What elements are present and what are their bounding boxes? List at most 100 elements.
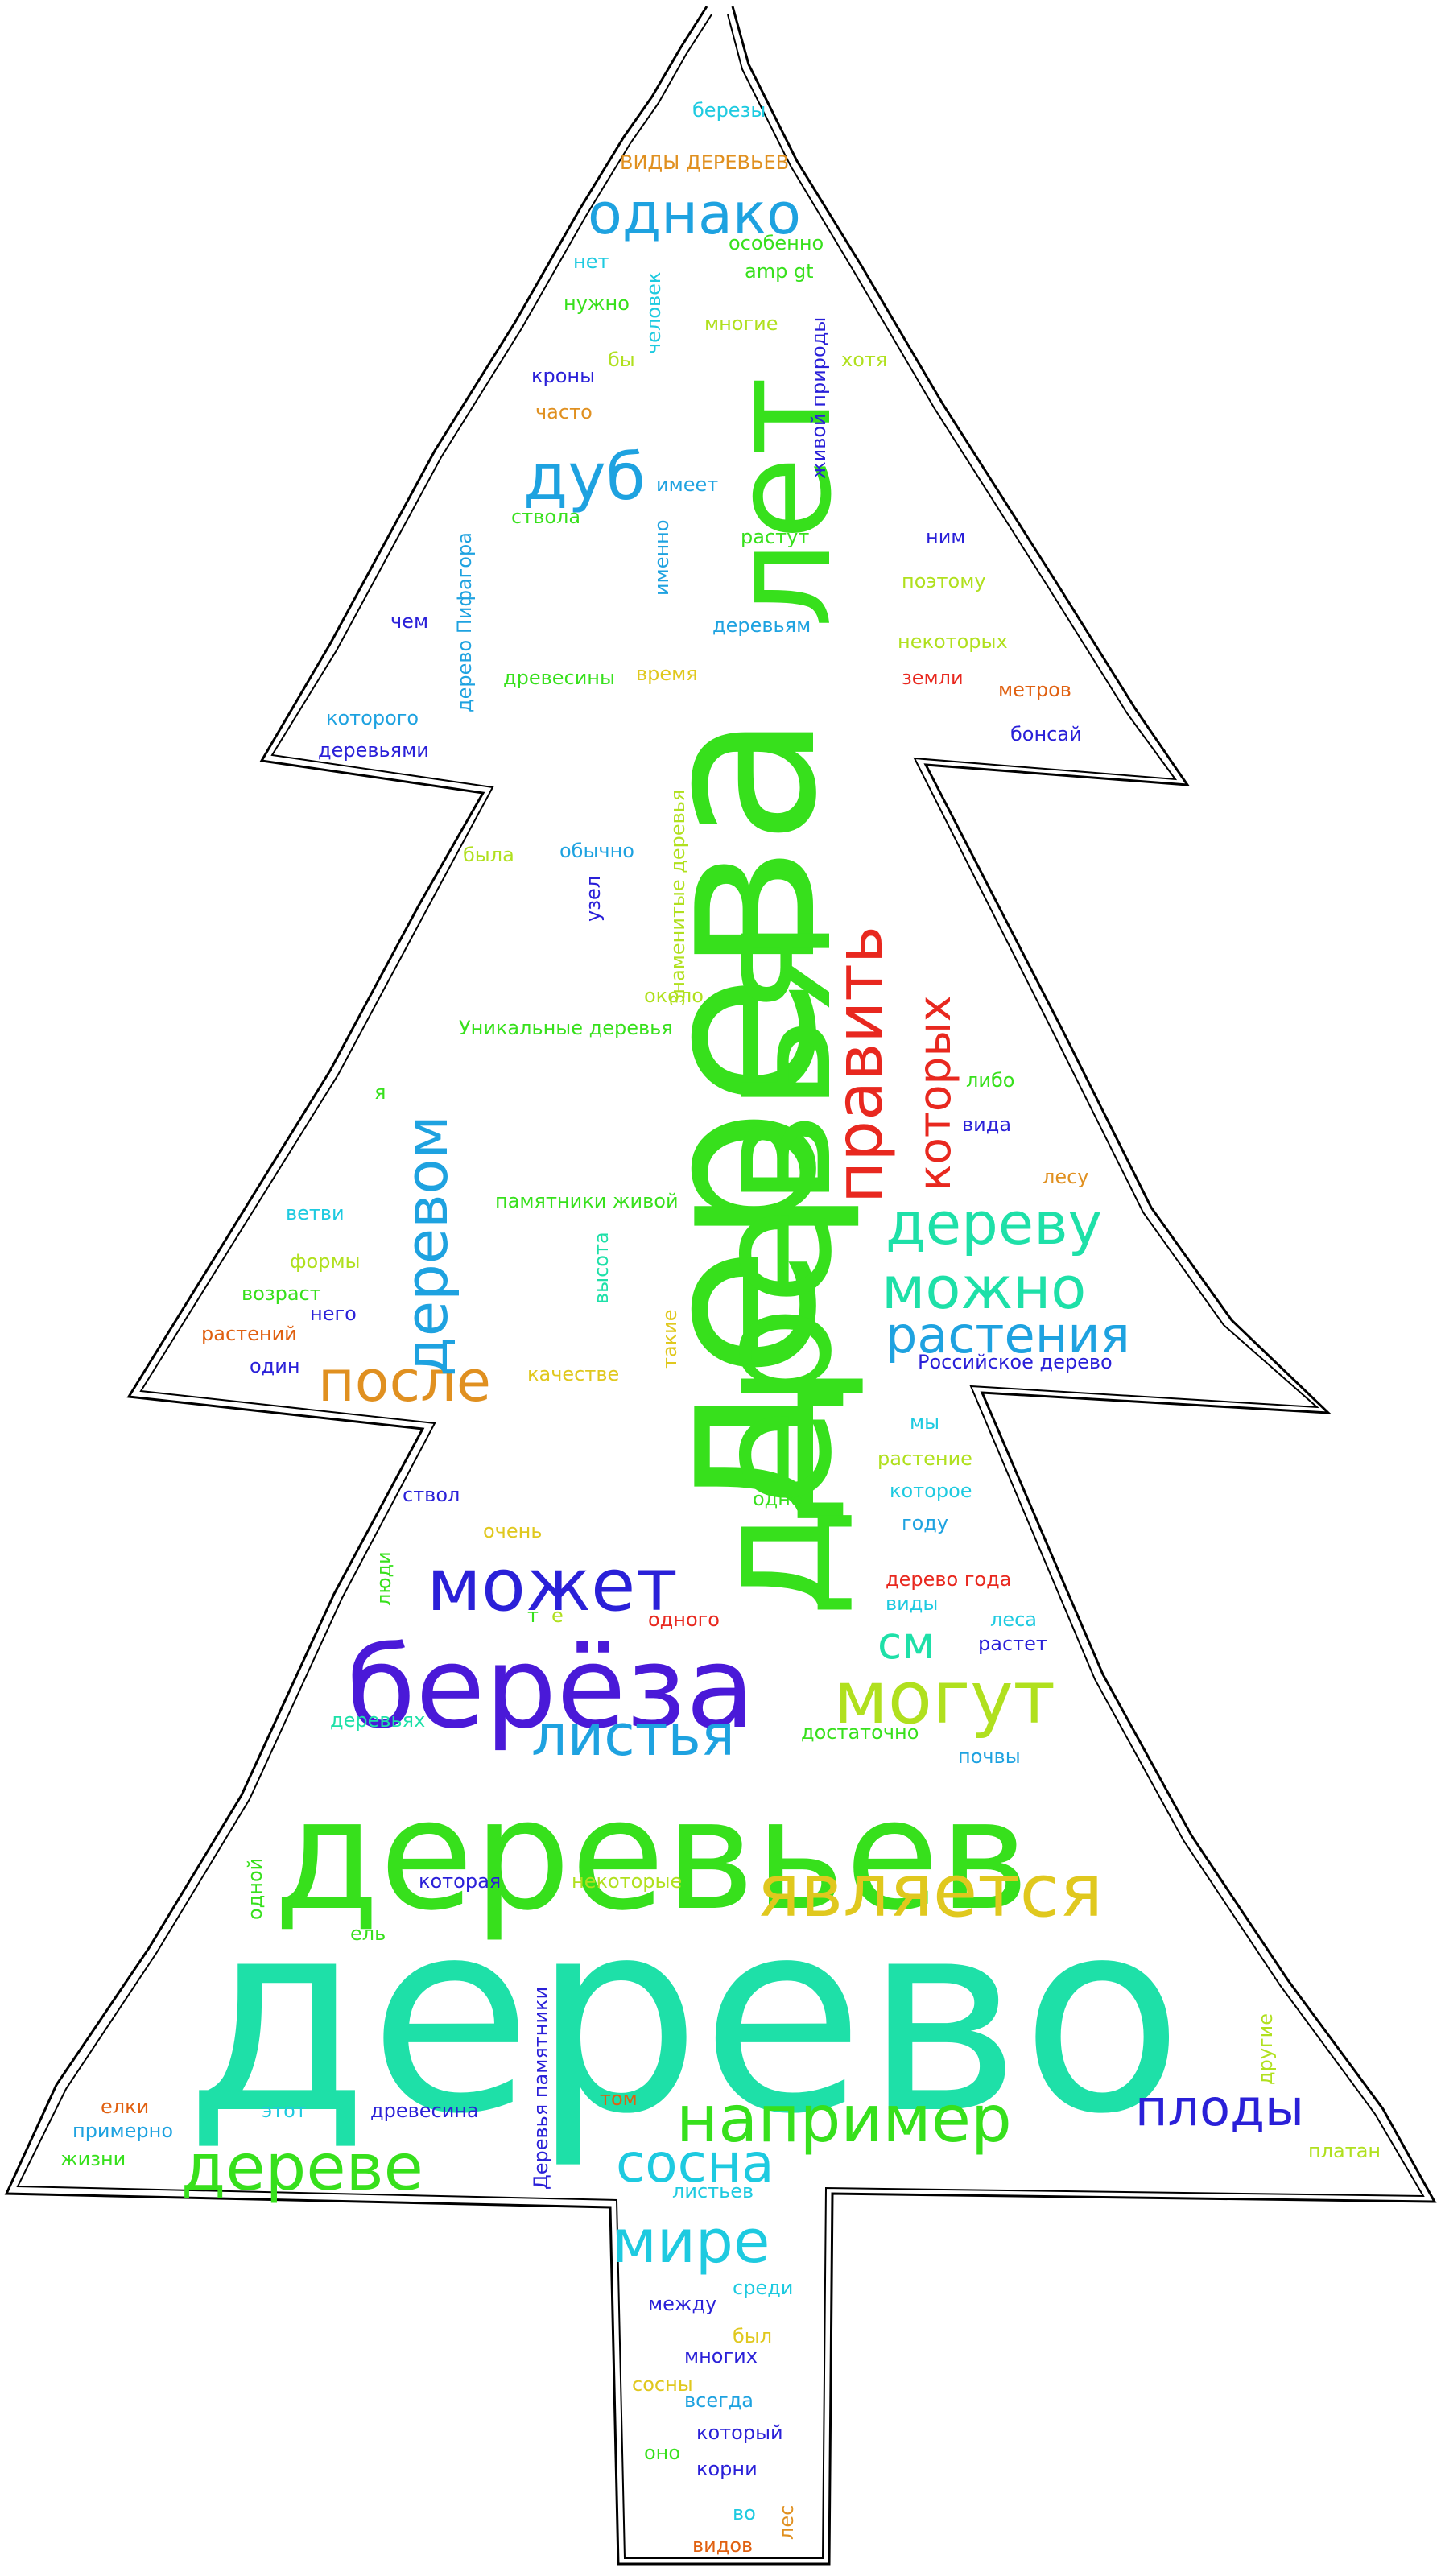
word-29: нет bbox=[573, 250, 609, 273]
word-98: другие bbox=[1254, 2013, 1277, 2085]
word-88: виды bbox=[886, 1592, 938, 1615]
word-28: amp gt bbox=[745, 260, 814, 283]
word-3: деревьев bbox=[274, 1766, 1030, 1944]
word-103: том bbox=[600, 2087, 638, 2110]
word-33: живой природы bbox=[807, 317, 830, 479]
tree-outline-inner bbox=[16, 14, 1425, 2559]
word-80: которое bbox=[890, 1480, 972, 1502]
word-104: платан bbox=[1308, 2140, 1381, 2162]
word-93: почвы bbox=[958, 1745, 1021, 1768]
word-22: мире bbox=[612, 2207, 770, 2277]
word-48: древесины bbox=[503, 667, 615, 689]
word-115: оно bbox=[644, 2442, 680, 2464]
word-92: достаточно bbox=[801, 1721, 919, 1744]
word-113: всегда bbox=[684, 2389, 754, 2412]
word-65: памятники живой bbox=[495, 1190, 679, 1212]
word-57: обычно bbox=[559, 840, 634, 862]
word-46: деревьям bbox=[712, 614, 811, 637]
word-44: чем bbox=[390, 610, 428, 633]
word-18: однако bbox=[588, 181, 801, 247]
word-16: править bbox=[822, 926, 897, 1203]
word-116: корни bbox=[696, 2458, 758, 2480]
word-6: может bbox=[427, 1543, 678, 1628]
word-54: деревьями bbox=[318, 739, 429, 762]
word-11: после bbox=[318, 1348, 491, 1414]
word-87: одного bbox=[648, 1608, 720, 1631]
word-89: растет bbox=[978, 1633, 1047, 1655]
word-43: поэтому bbox=[902, 570, 986, 592]
word-91: деревьях bbox=[330, 1709, 425, 1732]
word-14: можно bbox=[882, 1254, 1086, 1322]
word-82: году bbox=[902, 1512, 948, 1534]
word-118: лес bbox=[775, 2505, 798, 2540]
word-111: многих bbox=[684, 2345, 758, 2368]
word-55: Знаменитые деревья bbox=[667, 790, 689, 1006]
word-106: жизни bbox=[60, 2148, 126, 2170]
word-96: некоторые bbox=[572, 1870, 682, 1893]
word-38: имеет bbox=[656, 473, 718, 496]
word-51: метров bbox=[998, 679, 1071, 701]
word-90: леса bbox=[990, 1608, 1037, 1631]
word-95: которая bbox=[419, 1870, 501, 1893]
word-26: ВИДЫ ДЕРЕВЬЕВ bbox=[620, 151, 789, 174]
word-31: многие bbox=[704, 312, 778, 335]
word-39: ствола bbox=[511, 506, 580, 528]
word-74: качестве bbox=[527, 1363, 619, 1385]
word-71: растений bbox=[201, 1323, 297, 1345]
word-58: узел bbox=[582, 876, 605, 922]
word-70: него bbox=[310, 1302, 357, 1325]
word-66: ветви bbox=[286, 1202, 345, 1224]
word-47: некоторых bbox=[898, 630, 1008, 653]
word-27: особенно bbox=[729, 232, 824, 254]
word-32: нужно bbox=[564, 292, 630, 315]
word-10: дереве bbox=[181, 2130, 423, 2205]
word-8: является bbox=[757, 1849, 1103, 1934]
word-72: один bbox=[250, 1355, 300, 1377]
word-30: человек bbox=[642, 272, 665, 354]
word-56: была bbox=[463, 844, 514, 866]
word-21: сосна bbox=[616, 2132, 774, 2194]
word-62: я bbox=[374, 1081, 386, 1104]
word-84: т bbox=[527, 1604, 539, 1627]
word-61: либо bbox=[966, 1069, 1014, 1092]
word-7: могут bbox=[833, 1656, 1055, 1740]
word-1: дерева bbox=[611, 712, 865, 1530]
word-20: плоды bbox=[1135, 2079, 1304, 2137]
word-83: люди bbox=[373, 1551, 395, 1606]
word-69: возраст bbox=[242, 1282, 321, 1305]
word-25: березы bbox=[692, 99, 766, 122]
word-9: например bbox=[676, 2082, 1012, 2157]
word-49: время bbox=[636, 663, 698, 685]
word-107: листьев bbox=[672, 2180, 754, 2202]
word-78: ствол bbox=[403, 1484, 460, 1506]
word-23: листья bbox=[531, 1703, 735, 1769]
word-36: кроны bbox=[531, 365, 595, 387]
word-35: бы bbox=[608, 349, 635, 371]
word-73: такие bbox=[659, 1309, 681, 1368]
word-97: ель bbox=[350, 1922, 386, 1945]
word-52: которого bbox=[326, 707, 419, 729]
tree-outline bbox=[4, 6, 1437, 2566]
word-114: который bbox=[696, 2421, 783, 2444]
word-101: этот bbox=[262, 2099, 307, 2122]
word-110: был bbox=[733, 2325, 772, 2347]
word-17: которых bbox=[909, 996, 960, 1191]
word-41: растут bbox=[741, 526, 809, 548]
word-112: сосны bbox=[632, 2373, 693, 2396]
word-59: около bbox=[644, 985, 704, 1007]
word-76: мы bbox=[910, 1411, 939, 1434]
word-19: дуб bbox=[523, 440, 646, 514]
word-75: Российское дерево bbox=[918, 1351, 1113, 1373]
word-24: см bbox=[877, 1617, 935, 1669]
word-2: деревья bbox=[680, 920, 868, 1618]
word-105: примерно bbox=[72, 2120, 173, 2142]
word-119: видов bbox=[692, 2534, 753, 2557]
word-102: древесина bbox=[370, 2099, 479, 2122]
word-53: бонсай bbox=[1010, 723, 1082, 745]
word-64: лесу bbox=[1043, 1166, 1089, 1188]
word-108: среди bbox=[733, 2277, 793, 2299]
word-81: очень bbox=[483, 1520, 542, 1542]
word-34: хотя bbox=[841, 349, 887, 371]
word-100: елки bbox=[101, 2095, 149, 2118]
